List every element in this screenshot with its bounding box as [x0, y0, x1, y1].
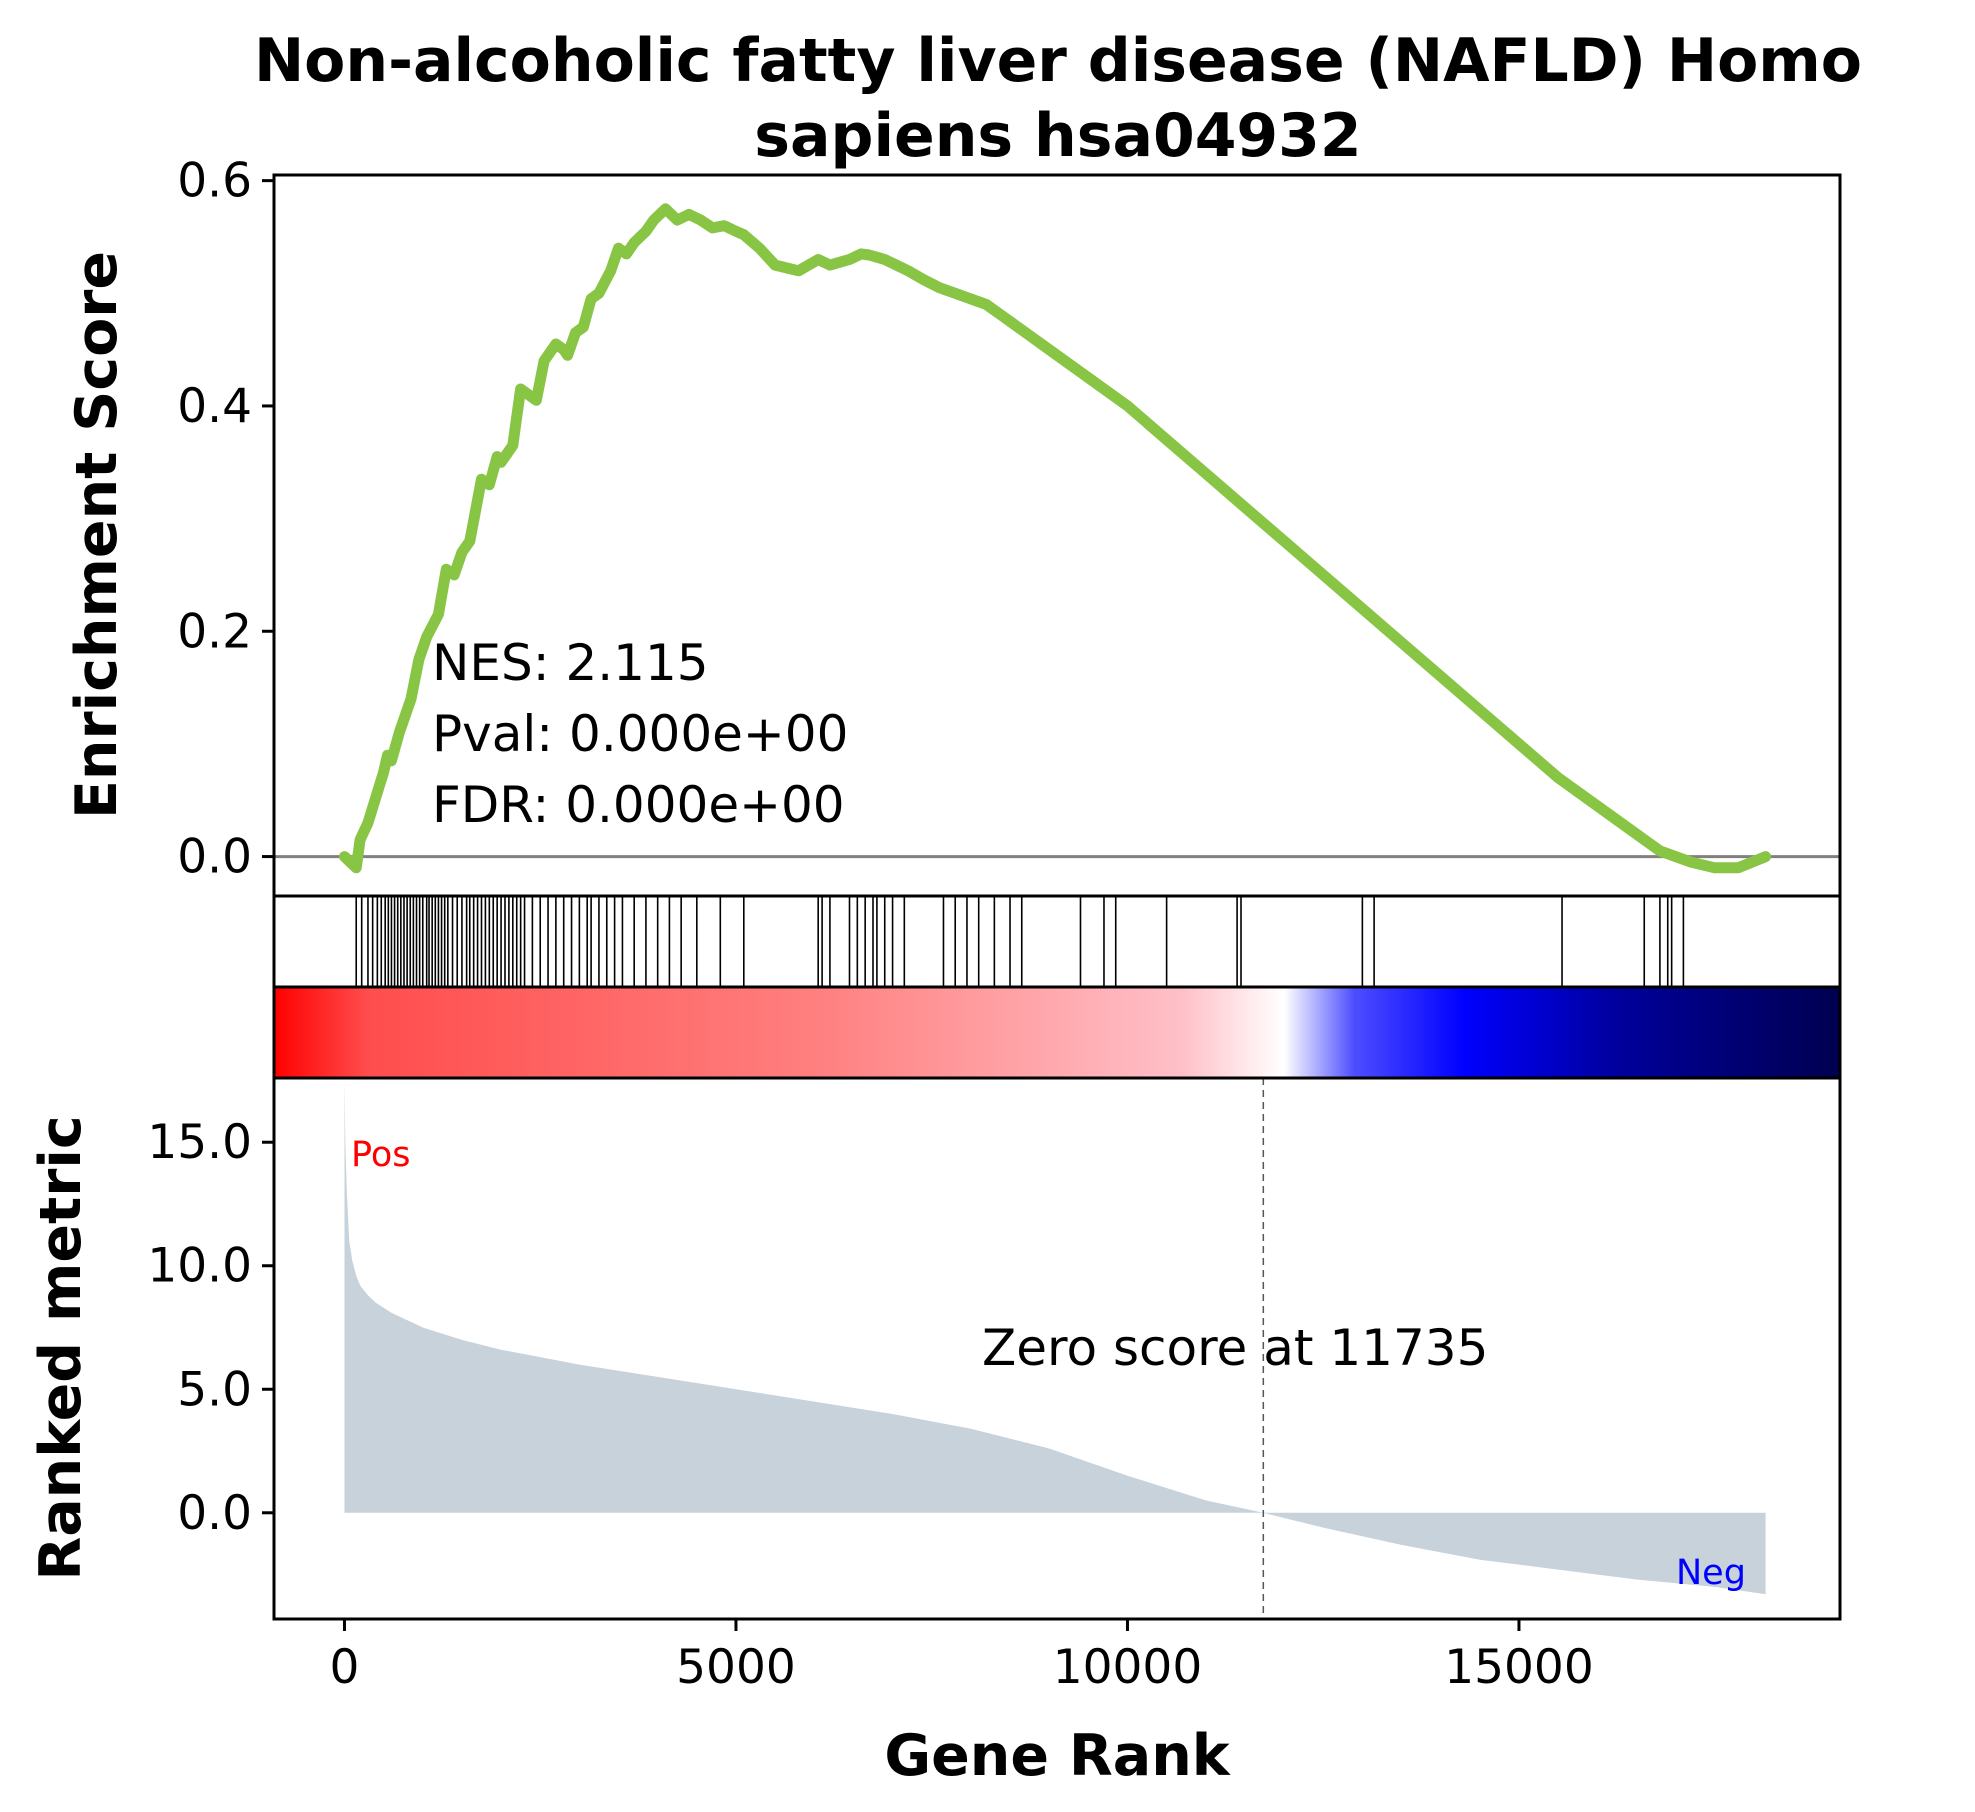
x-tick-label: 15000 — [1444, 1640, 1594, 1695]
rank-ytick-label: 0.0 — [177, 1486, 252, 1541]
rank-gradient-bar — [274, 987, 1840, 1078]
stat-pval: Pval: 0.000e+00 — [432, 705, 848, 763]
chart-title-line2: sapiens hsa04932 — [754, 101, 1361, 171]
x-axis-ticks: 0 5000 10000 15000 — [330, 1619, 1594, 1695]
hits-panel — [272, 894, 1842, 989]
rank-panel: 0.0 5.0 10.0 15.0 Ranked metric Pos Neg Zer… — [28, 1076, 1842, 1621]
es-ytick-label: 0.6 — [177, 154, 252, 209]
rank-gradient-panel — [272, 985, 1842, 1080]
rank-metric-area — [344, 1080, 1766, 1595]
es-ylabel: Enrichment Score — [64, 251, 130, 819]
es-ytick-label: 0.4 — [177, 379, 252, 434]
rank-yticks: 0.0 5.0 10.0 15.0 — [147, 1115, 274, 1541]
x-tick-label: 0 — [330, 1640, 360, 1695]
rank-ytick-label: 15.0 — [147, 1115, 252, 1170]
neg-label: Neg — [1676, 1553, 1746, 1593]
rank-ylabel: Ranked metric — [28, 1115, 94, 1580]
stat-fdr: FDR: 0.000e+00 — [432, 776, 845, 834]
x-axis-label: Gene Rank — [884, 1723, 1230, 1789]
hit-lines — [355, 896, 1685, 987]
es-ytick-label: 0.0 — [177, 830, 252, 885]
chart-title-line1: Non-alcoholic fatty liver disease (NAFLD… — [254, 26, 1862, 96]
zero-score-label: Zero score at 11735 — [982, 1319, 1488, 1377]
rank-panel-frame — [272, 1076, 1842, 1621]
es-ytick-label: 0.2 — [177, 604, 252, 659]
es-line — [339, 203, 1772, 874]
rank-ytick-label: 5.0 — [177, 1362, 252, 1417]
stat-nes: NES: 2.115 — [432, 634, 709, 692]
es-panel: 0.0 0.2 0.4 0.6 Enrichment Score NES: 2.115… — [64, 154, 1842, 898]
x-tick-label: 5000 — [676, 1640, 796, 1695]
rank-ytick-label: 10.0 — [147, 1239, 252, 1294]
es-yticks: 0.0 0.2 0.4 0.6 — [177, 154, 274, 885]
x-tick-label: 10000 — [1053, 1640, 1203, 1695]
pos-label: Pos — [351, 1135, 411, 1175]
